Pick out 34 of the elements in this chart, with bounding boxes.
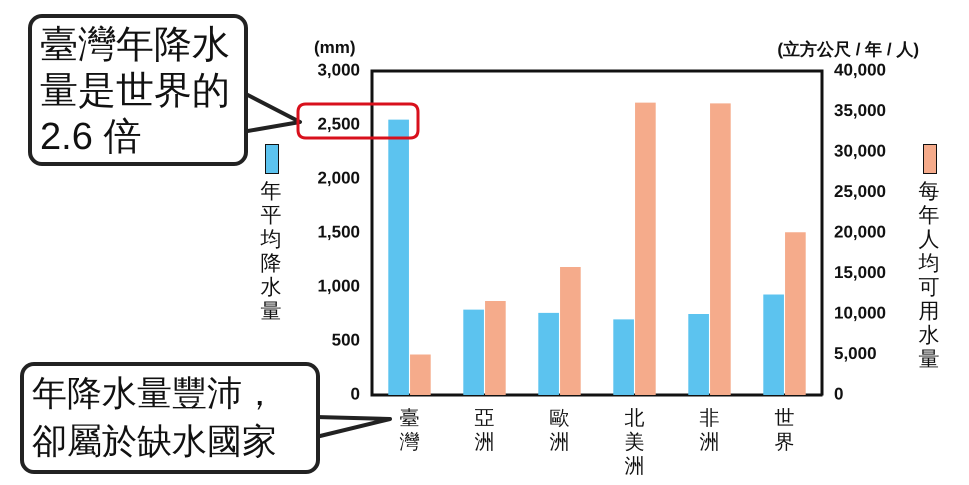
bar xyxy=(613,319,634,395)
y2-axis-title: (立方公尺 / 年 / 人) xyxy=(777,39,919,61)
y-tick-label: 2,500 xyxy=(317,114,360,134)
bar xyxy=(388,120,409,395)
y2-tick-label: 40,000 xyxy=(834,60,886,80)
legend-label: 年平均降水量 xyxy=(260,180,282,324)
bar xyxy=(410,354,431,395)
x-tick-label: 臺灣 xyxy=(400,408,420,454)
x-tick-label: 亞洲 xyxy=(474,408,494,454)
bar xyxy=(688,314,709,395)
y-tick-label: 500 xyxy=(332,330,360,350)
y-tick-label: 1,500 xyxy=(317,222,360,242)
x-tick-label: 北美洲 xyxy=(624,408,644,478)
y-tick-label: 0 xyxy=(350,384,360,404)
bar xyxy=(635,102,656,395)
x-tick-label: 世界 xyxy=(774,408,794,454)
y-tick-label: 1,000 xyxy=(317,276,360,296)
y2-tick-label: 15,000 xyxy=(834,263,886,282)
y2-tick-label: 5,000 xyxy=(834,344,877,364)
y-axis-title: (mm) xyxy=(314,38,356,58)
x-tick-label: 歐洲 xyxy=(550,408,570,454)
x-tick-label: 非洲 xyxy=(700,408,720,454)
bar xyxy=(710,103,731,395)
y2-tick-label: 10,000 xyxy=(834,304,886,323)
text: 年降水量豐沛，卻屬於缺水國家 xyxy=(20,362,320,474)
y-tick-label: 2,000 xyxy=(317,168,360,188)
y-tick-label: 3,000 xyxy=(317,60,360,80)
y2-tick-label: 35,000 xyxy=(834,101,886,120)
y2-tick-label: 25,000 xyxy=(834,182,886,202)
legend-label: 每年人均可用水量 xyxy=(918,180,940,372)
text: 臺灣年降水量是世界的2.6 倍 xyxy=(28,14,248,166)
y2-tick-label: 30,000 xyxy=(834,142,886,161)
y2-tick-label: 0 xyxy=(834,384,844,404)
y2-tick-label: 20,000 xyxy=(834,222,886,242)
